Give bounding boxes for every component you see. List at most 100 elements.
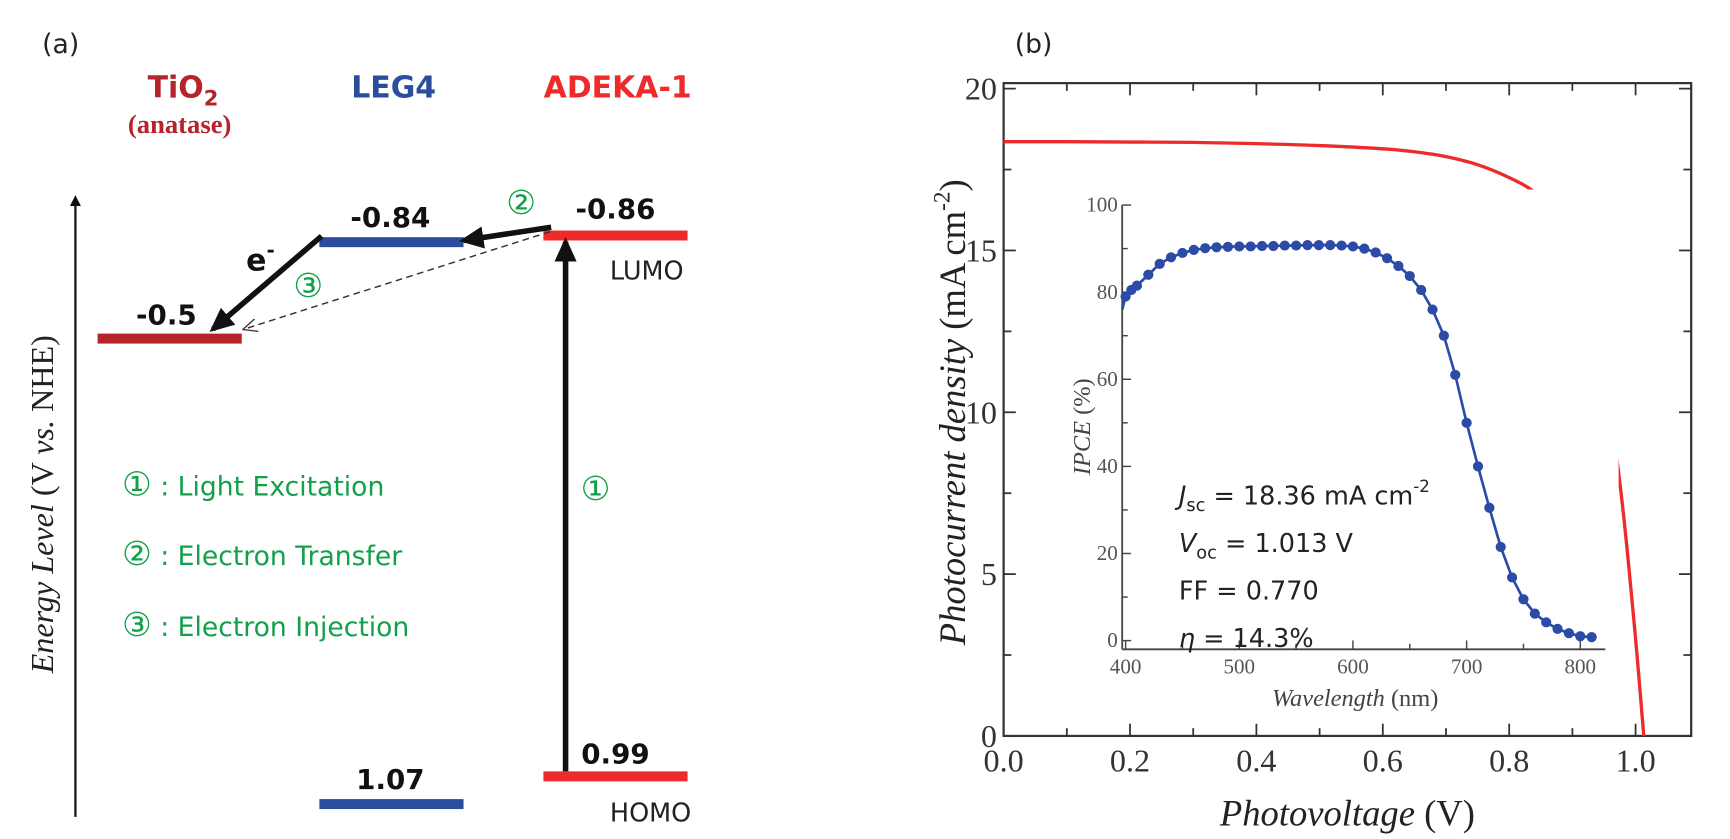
ipce-x-tick-label: 500 — [1223, 655, 1255, 679]
x-tick-label: 1.0 — [1615, 742, 1655, 778]
leg4-homo-bar — [319, 799, 464, 810]
ipce-x-tick-label: 400 — [1110, 655, 1142, 679]
jv-chart: 0.0 0.2 0.4 0.6 0.8 1.0 0 5 10 15 20 — [965, 71, 1693, 778]
y-tick-label: 10 — [965, 394, 997, 430]
efficiency-annotation: η = 14.3% — [1179, 624, 1314, 654]
ipce-data-point — [1347, 241, 1359, 252]
electron-transfer-arrow — [459, 224, 552, 249]
ff-annotation: FF = 0.770 — [1179, 577, 1319, 607]
ipce-y-tick-label: 80 — [1097, 280, 1118, 304]
ipce-data-point — [1143, 269, 1154, 280]
ipce-data-point — [1541, 617, 1552, 628]
ipce-data-point — [1177, 247, 1188, 259]
ipce-data-point — [1188, 244, 1199, 256]
inset-background — [1119, 189, 1619, 652]
energy-diagram: (a) TiO2 (anatase) LEG4 ADEKA-1 Energy L… — [24, 29, 692, 828]
ipce-data-point — [1416, 284, 1427, 296]
ipce-y-tick-label: 0 — [1107, 628, 1118, 652]
ipce-data-point — [1461, 417, 1472, 428]
ipce-data-point — [1518, 594, 1529, 605]
ipce-data-point — [1427, 304, 1438, 315]
x-tick-label: 0.8 — [1489, 742, 1529, 778]
ipce-data-point — [1484, 502, 1495, 513]
legend-item-light-excitation: ① : Light Excitation — [122, 464, 384, 503]
adeka-title: ADEKA-1 — [544, 71, 692, 106]
ipce-data-point — [1575, 631, 1586, 642]
ipce-data-point — [1404, 270, 1415, 282]
panel-a-label: (a) — [42, 29, 79, 60]
ipce-data-point — [1552, 623, 1563, 634]
electron-arrow — [209, 233, 324, 333]
ipce-y-tick-label: 100 — [1086, 193, 1118, 217]
ipce-x-tick-label: 700 — [1451, 655, 1483, 679]
ipce-data-point — [1211, 242, 1222, 253]
ipce-data-point — [1325, 240, 1336, 251]
step-3-marker: ③ — [293, 266, 323, 305]
ipce-data-point — [1495, 541, 1506, 553]
ipce-x-tick-label: 800 — [1564, 655, 1596, 679]
voc-annotation: Voc = 1.013 V — [1179, 529, 1354, 564]
ipce-data-point — [1450, 369, 1461, 381]
jv-x-axis-label: Photovoltage (V) — [1219, 793, 1475, 834]
ipce-y-tick-label: 40 — [1097, 454, 1118, 478]
step-2-marker: ② — [506, 183, 536, 222]
step-1-marker: ① — [581, 469, 611, 508]
energy-axis-label: Energy Level (V vs. NHE) — [24, 335, 60, 674]
tio2-phase: (anatase) — [128, 109, 231, 139]
electron-label: e- — [246, 238, 275, 278]
adeka-homo-bar — [543, 771, 688, 782]
jsc-annotation: Jsc = 18.36 mA cm-2 — [1174, 477, 1430, 516]
ipce-data-point — [1256, 240, 1268, 252]
panel-b-label: (b) — [1015, 29, 1053, 60]
ipce-inset-chart: 400 500 600 700 800 0 20 40 60 80 100 — [1086, 189, 1619, 679]
ipce-data-point — [1200, 243, 1211, 254]
lumo-label: LUMO — [610, 256, 684, 286]
ipce-data-point — [1438, 330, 1449, 341]
jv-y-axis-label: Photocurrent density (mA cm-2) — [929, 179, 973, 646]
adeka-lumo-bar — [543, 230, 688, 241]
ipce-x-tick-label: 600 — [1337, 655, 1369, 679]
jv-plot-frame — [1002, 82, 1693, 738]
ipce-data-point — [1359, 243, 1370, 254]
ipce-data-point — [1313, 240, 1324, 251]
y-tick-label: 15 — [965, 233, 997, 269]
ipce-data-point — [1165, 252, 1177, 263]
ipce-x-axis-label: Wavelength (nm) — [1272, 685, 1438, 712]
x-tick-label: 0.2 — [1110, 742, 1150, 778]
ipce-data-point — [1472, 461, 1484, 472]
x-tick-label: 0.6 — [1363, 742, 1403, 778]
ipce-data-point — [1268, 240, 1279, 252]
y-tick-label: 20 — [965, 71, 997, 107]
ipce-data-point — [1506, 572, 1518, 583]
ipce-y-axis-label: IPCE (%) — [1069, 378, 1096, 476]
electron-injection-arrow — [244, 230, 551, 330]
ipce-data-point — [1370, 247, 1381, 258]
x-tick-label: 0.4 — [1236, 742, 1276, 778]
ipce-data-point — [1234, 241, 1245, 252]
ipce-data-point — [1222, 241, 1234, 252]
pv-parameters: Jsc = 18.36 mA cm-2 Voc = 1.013 V FF = 0… — [1174, 477, 1430, 654]
ipce-data-point — [1586, 632, 1597, 643]
ipce-y-tick-label: 60 — [1097, 367, 1118, 391]
ipce-data-point — [1336, 240, 1347, 251]
ipce-data-point — [1291, 240, 1302, 251]
leg4-lumo-bar — [319, 237, 464, 248]
ipce-data-point — [1393, 260, 1404, 272]
legend-item-electron-transfer: ② : Electron Transfer — [122, 534, 402, 573]
ipce-y-tick-label: 20 — [1097, 541, 1118, 565]
y-tick-label: 5 — [981, 556, 997, 592]
ipce-data-point — [1131, 280, 1143, 291]
adeka-homo-value: 0.99 — [581, 738, 649, 771]
ipce-data-point — [1529, 608, 1540, 619]
adeka-lumo-value: -0.86 — [576, 192, 656, 225]
tio2-level-value: -0.5 — [136, 299, 197, 332]
legend-item-electron-injection: ③ : Electron Injection — [122, 605, 409, 644]
ipce-data-point — [1245, 241, 1256, 252]
ipce-data-point — [1279, 240, 1290, 251]
ipce-data-point — [1563, 628, 1575, 639]
ipce-data-point — [1302, 240, 1313, 251]
tio2-level-bar — [97, 333, 242, 344]
leg4-lumo-value: -0.84 — [350, 201, 430, 234]
y-tick-label: 0 — [981, 718, 997, 754]
